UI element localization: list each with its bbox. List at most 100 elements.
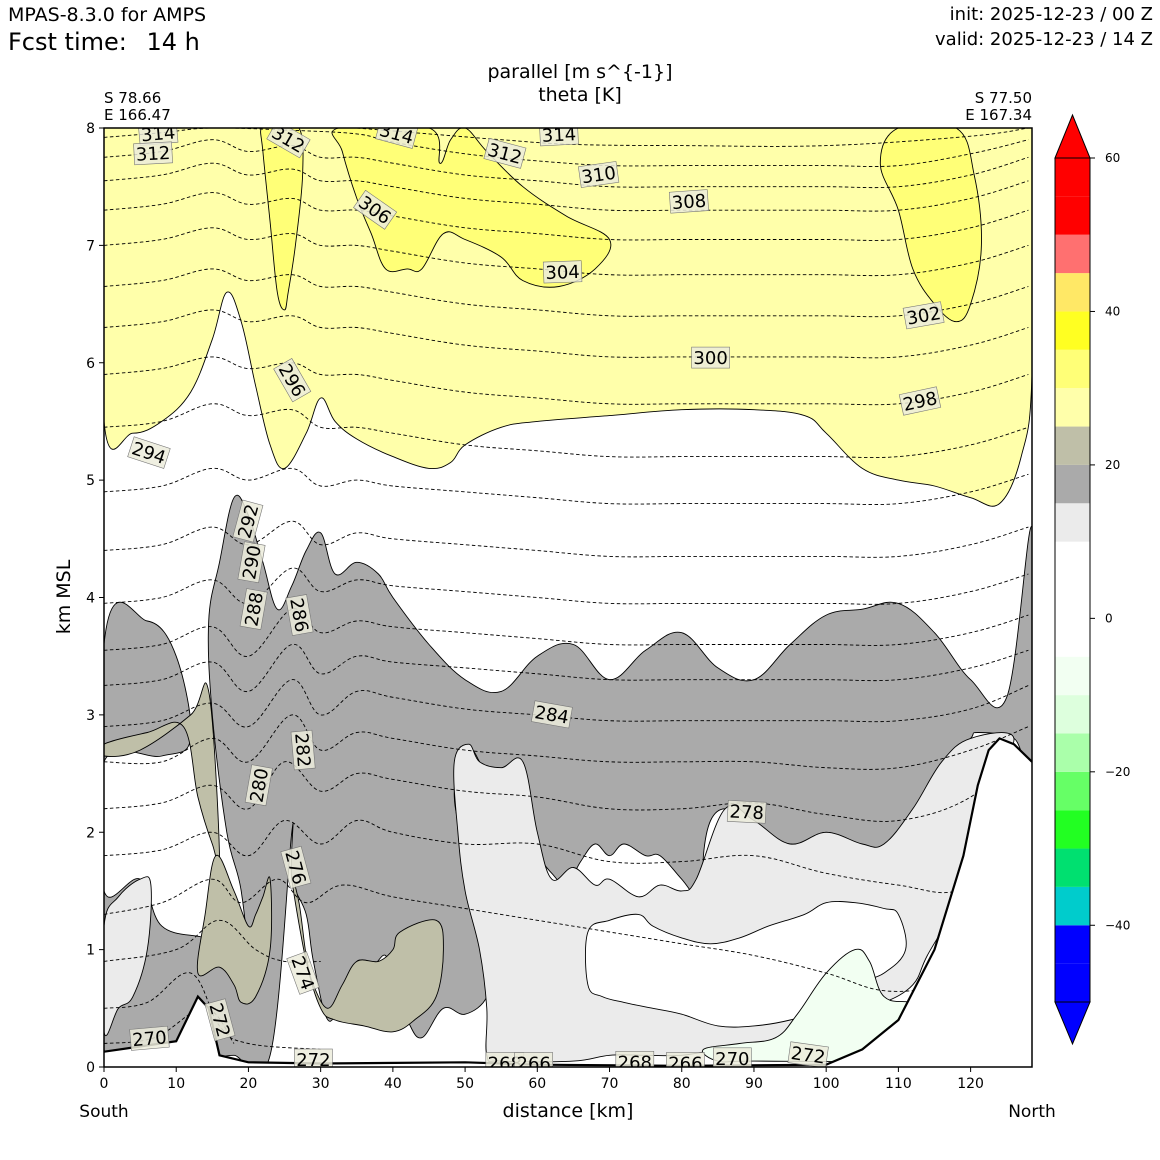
contour-label-272: 272 bbox=[204, 998, 236, 1042]
colorbar-tick-label: 40 bbox=[1105, 304, 1120, 318]
theta-contour-274 bbox=[104, 919, 321, 963]
colorbar-bin bbox=[1055, 541, 1090, 580]
wind-region-olive-left bbox=[104, 682, 221, 868]
contour-label-302: 302 bbox=[902, 301, 945, 330]
contour-label-276: 276 bbox=[280, 845, 312, 889]
theta-contour-280 bbox=[104, 749, 1015, 822]
theta-contour-314 bbox=[356, 128, 1029, 147]
south-end-label: South bbox=[79, 1102, 128, 1122]
colorbar-bin bbox=[1055, 503, 1090, 542]
theta-contour-306 bbox=[104, 192, 1029, 241]
svg-text:272: 272 bbox=[790, 1043, 827, 1069]
theta-contour-278 bbox=[104, 819, 1000, 894]
x-axis-ticks: 0 10 20 30 40 50 60 70 80 90 100 110 120 bbox=[100, 1067, 984, 1092]
colorbar-bin bbox=[1055, 158, 1090, 197]
colorbar-bin bbox=[1055, 464, 1090, 504]
valid-time: valid: 2025-12-23 / 14 Z bbox=[935, 29, 1153, 50]
colorbar-extend-low bbox=[1054, 1001, 1091, 1046]
wind-region-olive-low-1 bbox=[196, 855, 273, 1005]
y-tick-label: 1 bbox=[86, 943, 95, 959]
colorbar-frame bbox=[1054, 157, 1091, 1003]
theta-contour-296 bbox=[104, 403, 1029, 459]
left-endpoint-lat: S 78.66 bbox=[104, 89, 161, 107]
theta-contour-288 bbox=[104, 608, 1029, 657]
svg-text:268: 268 bbox=[488, 1054, 522, 1075]
y-tick-label: 0 bbox=[86, 1060, 95, 1076]
colorbar: 60 40 20 0 −20 −40 bbox=[1054, 113, 1130, 1046]
contour-label-270: 270 bbox=[712, 1047, 752, 1067]
contour-label-308: 308 bbox=[668, 189, 709, 214]
x-tick-label: 20 bbox=[240, 1076, 258, 1092]
theta-contour-290 bbox=[104, 567, 1029, 605]
contour-label-270: 270 bbox=[129, 1025, 170, 1051]
colorbar-bin bbox=[1055, 196, 1090, 235]
x-tick-label: 0 bbox=[100, 1076, 109, 1092]
colorbar-bin bbox=[1055, 426, 1090, 465]
contour-label-310: 310 bbox=[578, 161, 620, 188]
svg-text:272: 272 bbox=[296, 1050, 330, 1071]
contour-label-314: 314 bbox=[539, 124, 579, 147]
colorbar-bin bbox=[1055, 273, 1090, 312]
forecast-time-value: 14 h bbox=[146, 28, 200, 56]
svg-text:270: 270 bbox=[132, 1027, 168, 1051]
y-tick-label: 2 bbox=[86, 825, 95, 841]
x-tick-label: 100 bbox=[813, 1076, 840, 1092]
contour-label-304: 304 bbox=[542, 260, 583, 284]
chart-title-line2: theta [K] bbox=[538, 84, 622, 106]
colorbar-bin bbox=[1055, 810, 1090, 849]
svg-text:314: 314 bbox=[541, 124, 576, 147]
svg-text:308: 308 bbox=[671, 191, 707, 214]
colorbar-tick-label: 20 bbox=[1105, 458, 1120, 472]
colorbar-bin bbox=[1055, 771, 1090, 811]
contour-label-266: 266 bbox=[666, 1052, 705, 1067]
colorbar-bin bbox=[1055, 388, 1090, 427]
y-tick-label: 7 bbox=[86, 238, 95, 254]
theta-contour-282 bbox=[104, 714, 1029, 770]
wind-region-yellow-cell-3 bbox=[879, 128, 982, 323]
contour-label-268: 268 bbox=[485, 1052, 525, 1075]
left-endpoint-lon: E 166.47 bbox=[104, 106, 171, 124]
y-tick-label: 3 bbox=[86, 708, 95, 724]
theta-contour-302 bbox=[104, 268, 1029, 318]
colorbar-bin bbox=[1055, 618, 1090, 657]
theta-contour-layer bbox=[104, 128, 1029, 1050]
theta-contour-276 bbox=[104, 878, 986, 992]
y-axis-ticks: 0 1 2 3 4 5 6 7 8 bbox=[86, 121, 104, 1076]
colorbar-bin bbox=[1055, 695, 1090, 734]
theta-contour-298 bbox=[104, 356, 1029, 406]
colorbar-extend-high bbox=[1054, 113, 1091, 159]
x-tick-label: 110 bbox=[885, 1076, 912, 1092]
north-end-label: North bbox=[1008, 1102, 1056, 1122]
x-tick-label: 80 bbox=[673, 1076, 691, 1092]
colorbar-bin bbox=[1055, 656, 1090, 696]
contour-label-272: 272 bbox=[787, 1041, 829, 1069]
theta-contour-294 bbox=[104, 467, 1029, 505]
svg-text:266: 266 bbox=[517, 1054, 551, 1075]
forecast-time-label: Fcst time: bbox=[8, 28, 127, 56]
theta-contour-284 bbox=[104, 679, 1029, 728]
contour-label-300: 300 bbox=[691, 346, 730, 369]
colorbar-bin bbox=[1055, 886, 1090, 926]
y-tick-label: 6 bbox=[86, 356, 95, 372]
colorbar-bin bbox=[1055, 848, 1090, 887]
colorbar-tick-label: −40 bbox=[1105, 918, 1130, 932]
colorbar-bin bbox=[1055, 733, 1090, 772]
theta-contour-292 bbox=[104, 520, 1029, 558]
svg-text:282: 282 bbox=[290, 732, 314, 768]
wind-region-yellow-cell-2 bbox=[331, 128, 612, 288]
theta-contour-310 bbox=[104, 139, 1029, 189]
x-tick-label: 90 bbox=[745, 1076, 763, 1092]
colorbar-bin bbox=[1055, 349, 1090, 389]
theta-contour-308 bbox=[104, 162, 1029, 212]
contour-label-268: 268 bbox=[615, 1051, 655, 1067]
colorbar-bin bbox=[1055, 580, 1090, 619]
colorbar-tick-label: 0 bbox=[1105, 611, 1113, 625]
y-axis-label: km MSL bbox=[53, 559, 75, 634]
x-tick-label: 50 bbox=[456, 1076, 474, 1092]
contour-label-272: 272 bbox=[294, 1048, 333, 1071]
colorbar-tick-label: 60 bbox=[1105, 151, 1120, 165]
forecast-time: Fcst time: 14 h bbox=[8, 28, 200, 56]
contour-label-280: 280 bbox=[244, 764, 273, 807]
colorbar-tick-label: −20 bbox=[1105, 765, 1130, 779]
